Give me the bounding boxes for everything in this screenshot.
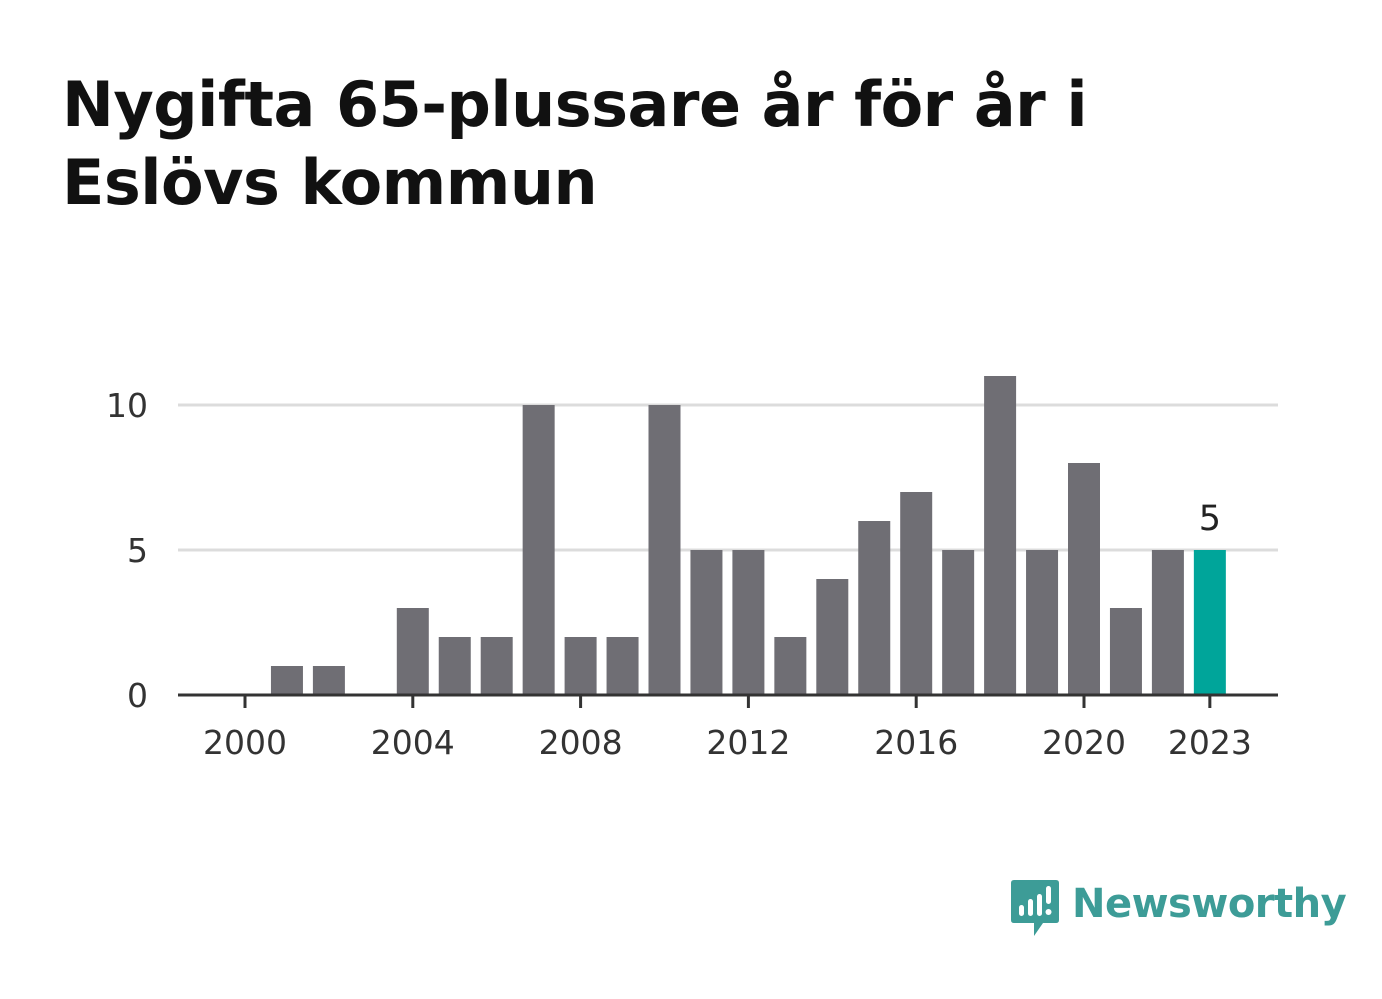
newsworthy-logo-text: Newsworthy: [1072, 881, 1347, 927]
chart-title: Nygifta 65-plussare år för år i Eslövs k…: [62, 68, 1088, 219]
y-axis-ticks: 0 5 10: [106, 386, 148, 715]
bar-2013: [774, 637, 807, 695]
bar-2022: [1151, 550, 1184, 695]
y-tick-label-10: 10: [106, 386, 148, 425]
bar-2018: [984, 376, 1017, 695]
newsworthy-bar-chart-icon: [1011, 880, 1059, 936]
bar-2007: [522, 405, 555, 695]
data-labels: 5: [1199, 499, 1221, 539]
bars: [270, 376, 1226, 695]
bar-2008: [564, 637, 597, 695]
bar-2016: [900, 492, 933, 695]
bar-2006: [480, 637, 513, 695]
bar-2014: [816, 579, 849, 695]
bar-2004: [396, 608, 429, 695]
gridlines: [178, 403, 1278, 552]
bar-2012: [732, 550, 765, 695]
x-tick-label-2012: 2012: [706, 723, 790, 762]
bar-2021: [1109, 608, 1142, 695]
bar-2011: [690, 550, 723, 695]
x-axis-ticks: 2000 2004 2008 2012 2016 2020 2023: [203, 695, 1252, 762]
x-tick-label-2016: 2016: [874, 723, 958, 762]
bar-2002: [312, 666, 345, 695]
bar-2010: [648, 405, 681, 695]
data-label-2023: 5: [1199, 499, 1221, 539]
bar-2001: [270, 666, 303, 695]
bar-2017: [942, 550, 975, 695]
bar-2023: [1193, 550, 1226, 695]
bar-2020: [1068, 463, 1100, 695]
x-tick-label-2023: 2023: [1168, 723, 1252, 762]
bar-2015: [858, 521, 891, 695]
newsworthy-logo: Newsworthy: [1010, 878, 1347, 942]
y-tick-label-5: 5: [127, 531, 148, 570]
x-tick-label-2004: 2004: [371, 723, 455, 762]
bar-2005: [438, 637, 471, 695]
bar-2019: [1026, 550, 1059, 695]
x-tick-label-2020: 2020: [1042, 723, 1126, 762]
x-tick-label-2008: 2008: [539, 723, 623, 762]
bar-2009: [606, 637, 639, 695]
y-tick-label-0: 0: [127, 676, 148, 715]
x-tick-label-2000: 2000: [203, 723, 287, 762]
